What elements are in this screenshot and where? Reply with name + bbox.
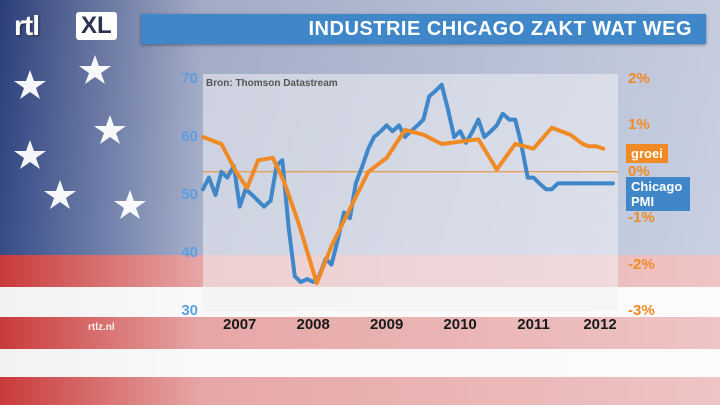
plot-area [203,74,618,311]
series-line-groei [201,125,606,286]
y-left-tick-label: 70 [181,70,198,87]
y-right-tick-label: 2% [628,70,650,87]
y-left-tick-label: 40 [181,244,198,261]
site-credit: rtlz.nl [88,322,115,333]
page-title: INDUSTRIE CHICAGO ZAKT WAT WEG [308,18,692,40]
y-left-tick-label: 60 [181,128,198,145]
title-bar: INDUSTRIE CHICAGO ZAKT WAT WEG [141,14,706,44]
source-note: Bron: Thomson Datastream [206,78,338,89]
y-left-tick-label: 30 [181,302,198,319]
x-tick-label: 2012 [583,316,617,333]
y-right-tick-label: 1% [628,116,650,134]
legend-groei: groei [626,144,668,163]
x-tick-label: 2011 [517,316,550,333]
legend-chicago-pmi: Chicago PMI [626,177,690,211]
x-tick-label: 2008 [296,316,330,333]
y-left-tick-label: 50 [181,186,198,203]
x-tick-label: 2007 [223,316,257,333]
y-right-tick-label: -2% [628,255,655,273]
series-line-chicago-pmi [201,82,615,284]
y-right-tick-label: 0% [628,162,650,180]
rtlxl-logo: rtl XL [14,10,126,42]
x-tick-label: 2010 [443,316,477,333]
y-right-tick-label: -1% [628,209,655,227]
y-right-tick-label: -3% [628,302,655,319]
logo-rtl-text: rtl [14,10,40,41]
logo-xl-text: XL [76,12,117,40]
x-tick-label: 2009 [369,316,404,333]
